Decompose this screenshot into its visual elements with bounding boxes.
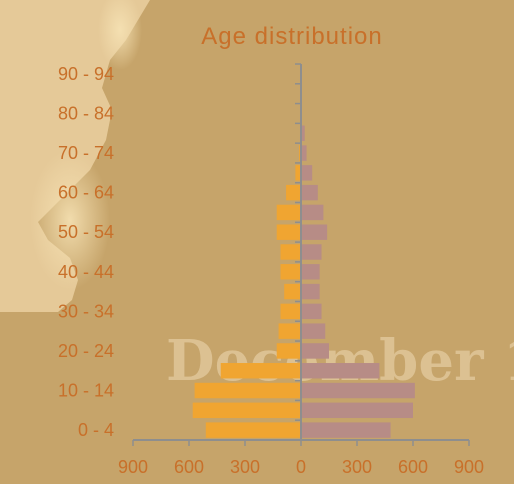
right-bar-12 [301, 184, 318, 201]
right-bar-7 [301, 283, 320, 300]
left-bar-8 [280, 264, 301, 280]
left-bar-1 [192, 402, 301, 419]
x-tick-label: 900 [118, 457, 148, 477]
right-series-bars [301, 125, 415, 438]
left-bar-7 [284, 283, 301, 300]
y-tick-label: 90 - 94 [58, 64, 114, 84]
x-tick-label: 300 [230, 457, 260, 477]
chart-title: Age distribution [201, 23, 382, 50]
background-glow [98, 0, 142, 70]
y-tick-label: 40 - 44 [58, 262, 114, 282]
y-tick-label: 50 - 54 [58, 222, 114, 242]
right-bar-0 [301, 422, 391, 438]
y-tick-label: 60 - 64 [58, 183, 114, 203]
right-bar-9 [301, 244, 322, 260]
x-tick-label: 600 [174, 457, 204, 477]
y-tick-label: 30 - 34 [58, 301, 114, 321]
left-bar-2 [194, 382, 301, 399]
x-tick-label: 0 [296, 457, 306, 477]
y-tick-label: 80 - 84 [58, 103, 114, 123]
y-tick-label: 70 - 74 [58, 143, 114, 163]
left-bar-12 [286, 184, 301, 201]
left-bar-13 [295, 165, 301, 181]
right-bar-3 [301, 363, 380, 379]
x-axis-tick-labels: 900 600 300 0 300 600 900 [118, 457, 484, 477]
right-bar-1 [301, 402, 413, 419]
left-bar-11 [276, 204, 301, 221]
y-tick-label: 10 - 14 [58, 381, 114, 401]
right-bar-10 [301, 224, 328, 240]
y-tick-label: 0 - 4 [78, 420, 114, 440]
right-bar-6 [301, 303, 322, 320]
left-series-bars [192, 125, 301, 438]
y-tick-label: 20 - 24 [58, 341, 114, 361]
right-bar-4 [301, 343, 329, 359]
left-bar-0 [205, 422, 301, 438]
right-bar-13 [301, 165, 313, 181]
right-bar-8 [301, 264, 320, 280]
background-glow [30, 150, 110, 290]
x-tick-label: 900 [454, 457, 484, 477]
y-axis-tick-labels: 0 - 4 10 - 14 20 - 24 30 - 34 40 - 44 50 - 54… [58, 64, 114, 440]
left-bar-6 [280, 303, 301, 320]
left-bar-5 [278, 323, 301, 339]
left-bar-4 [276, 343, 301, 359]
left-bar-3 [220, 363, 301, 379]
right-bar-11 [301, 204, 324, 221]
right-bar-14 [301, 145, 307, 161]
right-bar-15 [301, 125, 305, 141]
left-bar-9 [280, 244, 301, 260]
left-bar-10 [276, 224, 301, 240]
x-tick-label: 300 [342, 457, 372, 477]
x-tick-label: 600 [398, 457, 428, 477]
right-bar-5 [301, 323, 326, 339]
axes [132, 63, 470, 446]
background-decoration [0, 0, 150, 312]
right-bar-2 [301, 382, 415, 399]
